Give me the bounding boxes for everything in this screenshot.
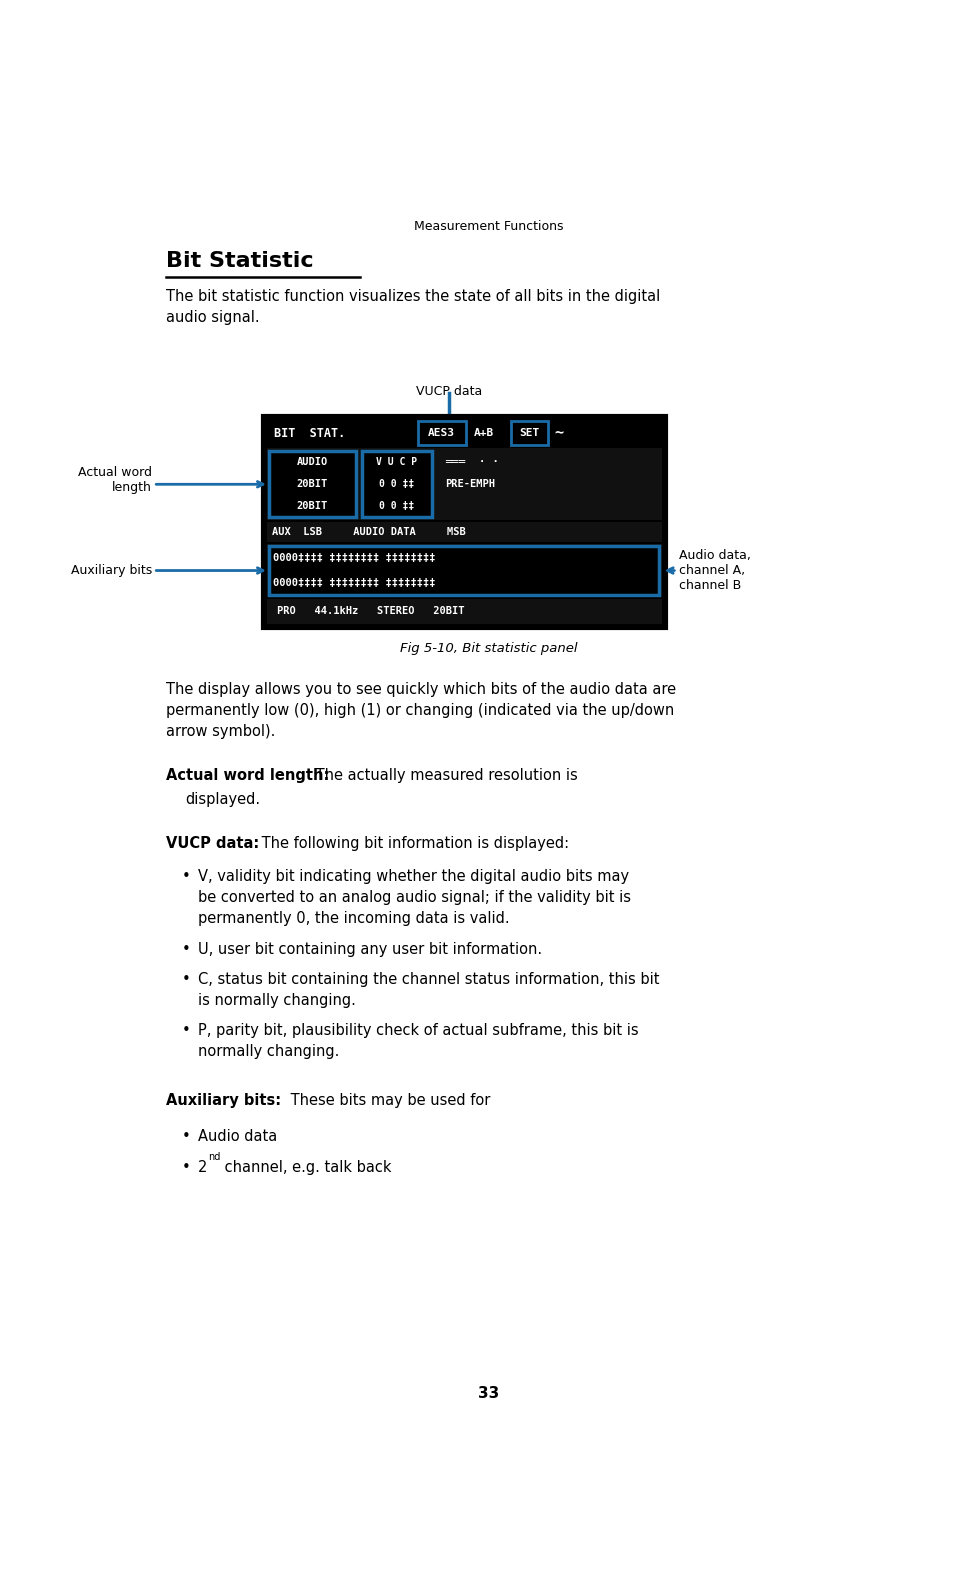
Text: •: • xyxy=(181,1023,190,1037)
Text: •: • xyxy=(181,1128,190,1144)
Text: Actual word
length: Actual word length xyxy=(78,466,152,495)
Bar xyxy=(269,452,355,517)
Text: AES3: AES3 xyxy=(428,428,455,438)
Text: 0000‡‡‡‡ ‡‡‡‡‡‡‡‡ ‡‡‡‡‡‡‡‡: 0000‡‡‡‡ ‡‡‡‡‡‡‡‡ ‡‡‡‡‡‡‡‡ xyxy=(274,578,436,587)
Text: 2: 2 xyxy=(198,1160,208,1174)
Text: PRE-EMPH: PRE-EMPH xyxy=(445,479,495,490)
Text: V U C P: V U C P xyxy=(375,457,416,468)
Text: •: • xyxy=(181,972,190,988)
Text: The following bit information is displayed:: The following bit information is display… xyxy=(257,837,569,851)
Text: V, validity bit indicating whether the digital audio bits may
be converted to an: V, validity bit indicating whether the d… xyxy=(198,869,631,926)
Text: Bit Statistic: Bit Statistic xyxy=(166,251,313,270)
Text: 20BIT: 20BIT xyxy=(296,479,328,490)
Text: Audio data: Audio data xyxy=(198,1128,277,1144)
Bar xyxy=(266,420,661,447)
Bar xyxy=(266,600,661,624)
Bar xyxy=(266,522,661,543)
Bar xyxy=(510,422,547,445)
Text: The display allows you to see quickly which bits of the audio data are
permanent: The display allows you to see quickly wh… xyxy=(166,683,675,740)
Text: VUCP data:: VUCP data: xyxy=(166,837,258,851)
Text: channel, e.g. talk back: channel, e.g. talk back xyxy=(220,1160,391,1174)
Bar xyxy=(269,546,659,595)
Text: P, parity bit, plausibility check of actual subframe, this bit is
normally chang: P, parity bit, plausibility check of act… xyxy=(198,1023,639,1058)
Text: These bits may be used for: These bits may be used for xyxy=(286,1093,490,1109)
Text: Auxiliary bits:: Auxiliary bits: xyxy=(166,1093,280,1109)
Text: ═══  · ·: ═══ · · xyxy=(445,457,499,468)
Text: •: • xyxy=(181,1160,190,1174)
Text: BIT  STAT.: BIT STAT. xyxy=(274,426,345,439)
Text: The actually measured resolution is: The actually measured resolution is xyxy=(311,768,578,783)
Text: Measurement Functions: Measurement Functions xyxy=(414,220,563,234)
Text: Audio data,
channel A,
channel B: Audio data, channel A, channel B xyxy=(679,549,750,592)
Text: AUX  LSB     AUDIO DATA     MSB: AUX LSB AUDIO DATA MSB xyxy=(272,527,465,538)
Text: Actual word length:: Actual word length: xyxy=(166,768,329,783)
Bar xyxy=(266,544,661,598)
Text: 0 0 ‡‡: 0 0 ‡‡ xyxy=(378,501,414,511)
Bar xyxy=(262,415,665,628)
Text: SET: SET xyxy=(518,428,538,438)
Text: Fig 5-10, Bit statistic panel: Fig 5-10, Bit statistic panel xyxy=(399,643,578,655)
Text: AUDIO: AUDIO xyxy=(296,457,328,468)
Bar xyxy=(361,452,431,517)
Text: 0 0 ‡‡: 0 0 ‡‡ xyxy=(378,479,414,490)
Text: nd: nd xyxy=(208,1152,220,1161)
Bar xyxy=(417,422,465,445)
Text: 0000‡‡‡‡ ‡‡‡‡‡‡‡‡ ‡‡‡‡‡‡‡‡: 0000‡‡‡‡ ‡‡‡‡‡‡‡‡ ‡‡‡‡‡‡‡‡ xyxy=(274,554,436,563)
Text: ∼: ∼ xyxy=(554,425,562,441)
Text: displayed.: displayed. xyxy=(185,791,260,807)
Text: U, user bit containing any user bit information.: U, user bit containing any user bit info… xyxy=(198,942,542,956)
Text: 33: 33 xyxy=(477,1386,499,1402)
Text: A+B: A+B xyxy=(473,428,493,438)
Text: The bit statistic function visualizes the state of all bits in the digital
audio: The bit statistic function visualizes th… xyxy=(166,290,659,326)
Text: VUCP data: VUCP data xyxy=(416,385,481,398)
Text: •: • xyxy=(181,942,190,956)
Text: C, status bit containing the channel status information, this bit
is normally ch: C, status bit containing the channel sta… xyxy=(198,972,659,1009)
Text: Auxiliary bits: Auxiliary bits xyxy=(71,565,152,578)
Bar xyxy=(266,449,661,520)
Text: 20BIT: 20BIT xyxy=(296,501,328,511)
Text: PRO   44.1kHz   STEREO   20BIT: PRO 44.1kHz STEREO 20BIT xyxy=(276,606,463,616)
Text: •: • xyxy=(181,869,190,883)
